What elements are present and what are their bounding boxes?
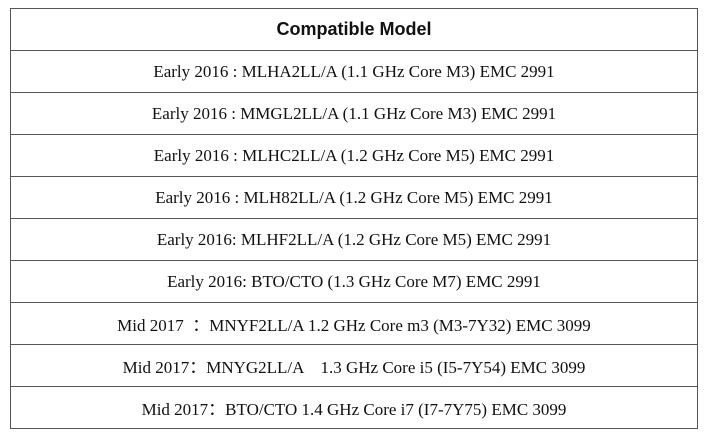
table-row: Mid 2017：MNYG2LL/A 1.3 GHz Core i5 (I5-7… [10,344,698,387]
table-row: Early 2016 : MLH82LL/A (1.2 GHz Core M5)… [10,176,698,219]
table-body: Early 2016 : MLHA2LL/A (1.1 GHz Core M3)… [10,50,698,429]
table-row: Mid 2017 ：MNYF2LL/A 1.2 GHz Core m3 (M3-… [10,302,698,345]
table-row: Early 2016: BTO/CTO (1.3 GHz Core M7) EM… [10,260,698,303]
model-table: Compatible Model Early 2016 : MLHA2LL/A … [10,8,698,429]
model-cell: Early 2016 : MLH82LL/A (1.2 GHz Core M5)… [10,176,698,219]
model-cell: Early 2016 : MMGL2LL/A (1.1 GHz Core M3)… [10,92,698,135]
table-row: Mid 2017：BTO/CTO 1.4 GHz Core i7 (I7-7Y7… [10,386,698,429]
model-cell: Mid 2017 ：MNYF2LL/A 1.2 GHz Core m3 (M3-… [10,302,698,345]
model-cell: Early 2016 : MLHC2LL/A (1.2 GHz Core M5)… [10,134,698,177]
model-cell: Mid 2017：MNYG2LL/A 1.3 GHz Core i5 (I5-7… [10,344,698,387]
table-row: Early 2016 : MLHC2LL/A (1.2 GHz Core M5)… [10,134,698,177]
model-cell: Early 2016: MLHF2LL/A (1.2 GHz Core M5) … [10,218,698,261]
header-cell: Compatible Model [10,8,698,51]
table-row: Early 2016: MLHF2LL/A (1.2 GHz Core M5) … [10,218,698,261]
header-row: Compatible Model [10,8,698,51]
model-cell: Early 2016 : MLHA2LL/A (1.1 GHz Core M3)… [10,50,698,93]
table-row: Early 2016 : MMGL2LL/A (1.1 GHz Core M3)… [10,92,698,135]
model-cell: Mid 2017：BTO/CTO 1.4 GHz Core i7 (I7-7Y7… [10,386,698,429]
table-row: Early 2016 : MLHA2LL/A (1.1 GHz Core M3)… [10,50,698,93]
model-cell: Early 2016: BTO/CTO (1.3 GHz Core M7) EM… [10,260,698,303]
